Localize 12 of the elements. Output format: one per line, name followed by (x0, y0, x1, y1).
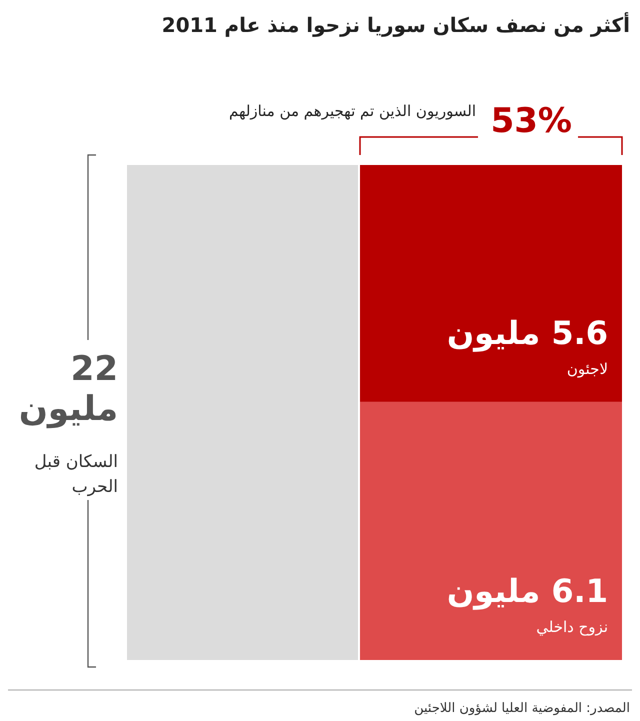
annotation: السكان قبل (34, 452, 118, 472)
title: أكثر من نصف سكان سوريا نزحوا منذ عام 2011 (162, 13, 630, 37)
value-label: 6.1 مليون (446, 572, 608, 610)
annotation: المصدر: المفوضية العليا لشؤون اللاجئين (414, 701, 630, 716)
annotation: مليون (18, 389, 118, 429)
value-label: 5.6 مليون (446, 314, 608, 352)
category: نزوح داخلي (536, 618, 608, 636)
category: لاجئون (566, 360, 608, 378)
annotation: 53% (490, 101, 572, 141)
annotation: 22 (70, 349, 118, 389)
annotation: السوريون الذين تم تهجيرهم من منازلهم (228, 102, 476, 120)
annotation: الحرب (72, 477, 118, 497)
